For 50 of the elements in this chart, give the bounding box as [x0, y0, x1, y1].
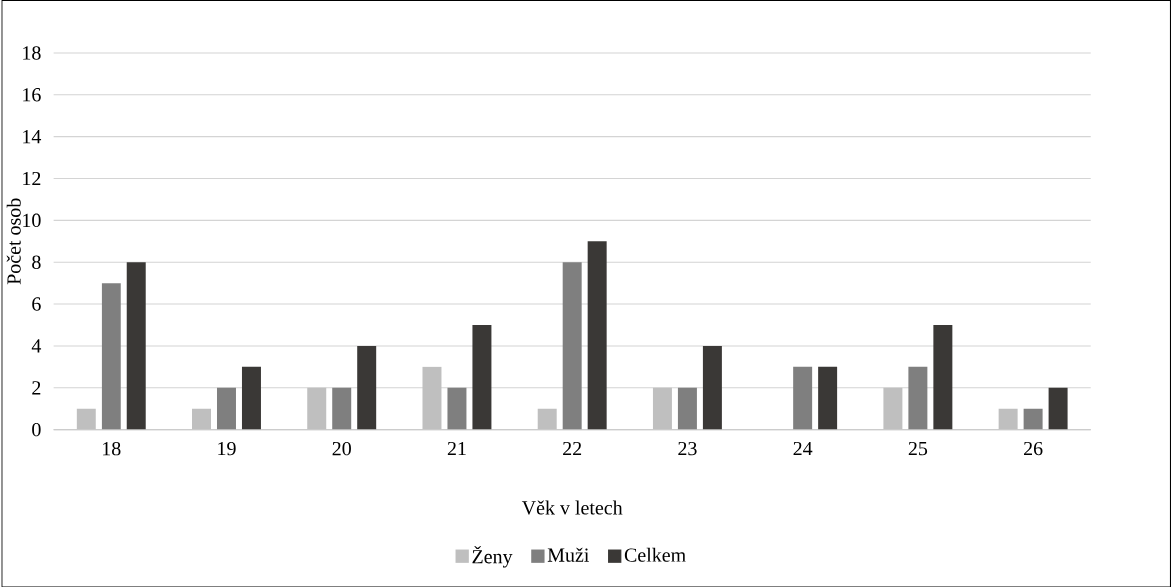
y-tick-label: 10 — [23, 213, 41, 227]
x-axis-title: Věk v letech — [521, 500, 623, 515]
x-tick-label: 23 — [678, 441, 697, 456]
y-axis-title: Počet osob — [6, 198, 21, 285]
bar — [652, 387, 672, 430]
x-tick-label: 20 — [332, 441, 351, 456]
bar — [908, 366, 928, 430]
y-tick-label: 14 — [23, 129, 42, 144]
y-tick-label: 16 — [23, 87, 41, 102]
x-tick-label: 25 — [908, 441, 928, 456]
bar — [1048, 387, 1068, 430]
y-tick-label: 12 — [23, 171, 41, 185]
bar — [447, 387, 467, 430]
bar — [76, 408, 96, 430]
bar — [933, 324, 953, 430]
bar — [998, 408, 1018, 430]
y-tick-label: 2 — [32, 380, 41, 395]
bar — [1023, 408, 1043, 430]
bar — [192, 408, 211, 430]
bar — [562, 261, 582, 430]
bar — [307, 387, 327, 430]
x-tick-label: 26 — [1024, 441, 1043, 456]
bar — [126, 261, 146, 430]
legend-label: Ženy — [472, 545, 513, 568]
x-tick-label: 18 — [103, 441, 121, 456]
y-tick-label: 18 — [23, 45, 41, 60]
bar — [357, 345, 377, 430]
y-tick-label: 6 — [32, 297, 41, 311]
legend-label: Celkem — [624, 547, 686, 562]
bar — [422, 366, 442, 430]
bar — [472, 324, 492, 430]
x-tick-label: 21 — [447, 441, 466, 455]
bar — [101, 282, 121, 430]
bar — [702, 345, 722, 430]
bar — [677, 387, 697, 430]
bar — [332, 387, 352, 430]
bar — [587, 241, 607, 430]
legend-label: Muži — [547, 547, 589, 562]
y-tick-label: 8 — [32, 255, 41, 269]
y-tick-label: 4 — [31, 339, 42, 353]
y-tick-label: 0 — [32, 422, 41, 437]
bar — [537, 408, 557, 430]
bar — [793, 366, 813, 430]
x-tick-label: 19 — [218, 441, 236, 456]
bar — [883, 387, 903, 430]
bar — [818, 366, 838, 430]
bar — [241, 366, 261, 430]
x-tick-label: 24 — [793, 441, 813, 455]
x-tick-label: 22 — [563, 441, 582, 455]
bar — [216, 387, 236, 430]
